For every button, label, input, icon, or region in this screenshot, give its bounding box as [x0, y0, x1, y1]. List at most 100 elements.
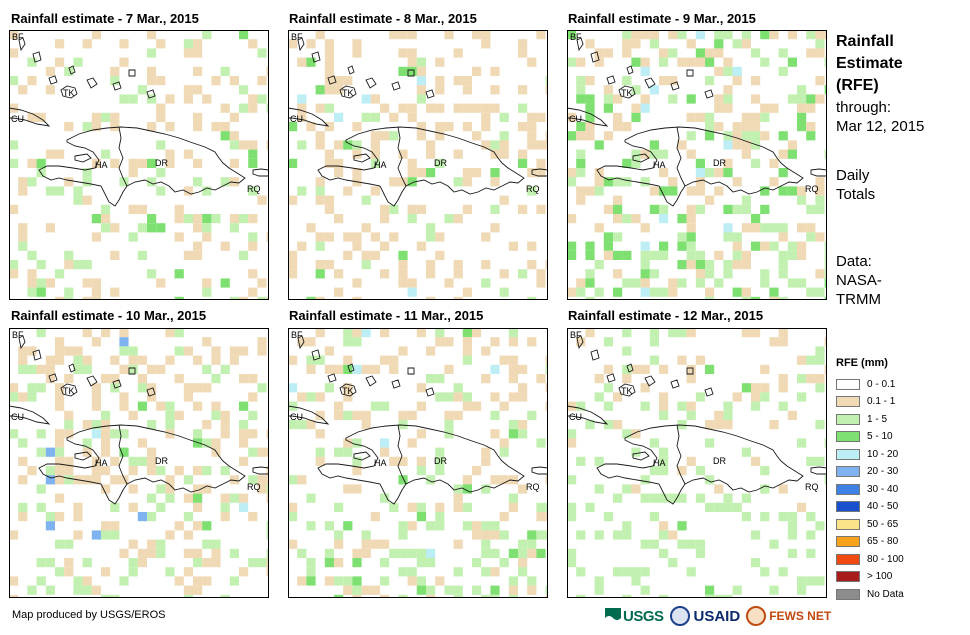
rainfall-cell: [806, 131, 816, 141]
rainfall-cell: [416, 204, 426, 214]
rainfall-cell: [361, 364, 371, 374]
rainfall-cell: [705, 438, 715, 448]
rainfall-cell: [527, 410, 537, 420]
rainfall-cell: [622, 278, 632, 288]
turks-caicos-outline: [618, 383, 636, 397]
rainfall-cell: [315, 456, 325, 466]
rainfall-cell: [334, 85, 344, 95]
place-label-tk: TK: [342, 386, 354, 396]
rainfall-cell: [147, 392, 157, 402]
rainfall-cell: [815, 420, 825, 430]
rainfall-cell: [714, 278, 724, 288]
rainfall-cell: [380, 131, 390, 141]
legend-label: 50 - 65: [867, 518, 899, 530]
bahamas-island-outline: [146, 89, 156, 99]
rainfall-cell: [686, 374, 696, 384]
rainfall-cell: [594, 392, 604, 402]
rainfall-cell: [334, 594, 344, 598]
rainfall-cell: [165, 355, 175, 365]
rainfall-cell: [297, 186, 307, 196]
rainfall-cell: [110, 475, 120, 485]
rainfall-cell: [695, 250, 705, 260]
rainfall-cell: [677, 420, 687, 430]
rainfall-cell: [567, 429, 577, 439]
rainfall-cell: [741, 223, 751, 233]
rainfall-cell: [119, 576, 129, 586]
map-panel-4: BF TK CU HA DR RQ: [9, 328, 269, 598]
rainfall-cell: [389, 131, 399, 141]
rainfall-cell: [732, 140, 742, 150]
rainfall-cell: [508, 475, 518, 485]
rainfall-cell: [370, 149, 380, 159]
rainfall-cell: [705, 48, 715, 58]
rainfall-cell: [257, 475, 267, 485]
rainfall-cell: [193, 112, 203, 122]
rainfall-cell: [462, 122, 472, 132]
rainfall-cell: [631, 447, 641, 457]
rainfall-cell: [622, 567, 632, 577]
rainfall-cell: [193, 214, 203, 224]
rainfall-cell: [416, 576, 426, 586]
rainfall-cell: [101, 567, 111, 577]
rainfall-cell: [334, 269, 344, 279]
rainfall-cell: [787, 410, 797, 420]
rainfall-cell: [640, 383, 650, 393]
rainfall-cell: [110, 502, 120, 512]
totals-line-1: Daily: [836, 167, 870, 184]
rainfall-cell: [435, 576, 445, 586]
rainfall-cell: [352, 140, 362, 150]
rainfall-cell: [527, 296, 537, 300]
credit-text: Map produced by USGS/EROS: [12, 609, 166, 621]
rainfall-cell: [352, 39, 362, 49]
rainfall-cell: [110, 287, 120, 297]
rainfall-cell: [248, 149, 258, 159]
rainfall-cell: [576, 57, 586, 67]
rainfall-cell: [165, 530, 175, 540]
rainfall-cell: [462, 337, 472, 347]
rainfall-cell: [787, 278, 797, 288]
rainfall-cell: [306, 521, 316, 531]
rainfall-cell: [481, 103, 491, 113]
rainfall-cell: [165, 328, 175, 338]
rainfall-cell: [64, 475, 74, 485]
rainfall-cell: [686, 131, 696, 141]
rainfall-cell: [444, 364, 454, 374]
rainfall-cell: [398, 66, 408, 76]
rainfall-cell: [576, 195, 586, 205]
rainfall-cell: [815, 383, 825, 393]
rainfall-cell: [567, 558, 577, 568]
panel-title-4: Rainfall estimate - 10 Mar., 2015: [11, 308, 207, 323]
rainfall-cell: [499, 438, 509, 448]
rainfall-cell: [760, 241, 770, 251]
rainfall-cell: [490, 594, 500, 598]
rainfall-cell: [686, 204, 696, 214]
rainfall-cell: [64, 66, 74, 76]
place-label-rq: RQ: [526, 184, 540, 194]
rainfall-cell: [659, 168, 669, 178]
rainfall-cell: [518, 539, 528, 549]
bahamas-island-outline: [576, 37, 584, 52]
rainfall-cell: [128, 168, 138, 178]
rainfall-cell: [640, 278, 650, 288]
rainfall-cell: [732, 585, 742, 595]
rainfall-cell: [18, 475, 28, 485]
rainfall-cell: [732, 66, 742, 76]
rainfall-cell: [101, 328, 111, 338]
rainfall-cell: [576, 94, 586, 104]
cuba-outline: [9, 405, 51, 425]
rainfall-cell: [27, 112, 37, 122]
rainfall-cell: [288, 269, 298, 279]
rainfall-cell: [576, 168, 586, 178]
rainfall-cell: [472, 131, 482, 141]
rainfall-cell: [248, 103, 258, 113]
rainfall-cell: [183, 48, 193, 58]
rainfall-cell: [518, 48, 528, 58]
rainfall-cell: [806, 548, 816, 558]
data-source-line-2: NASA-: [836, 272, 882, 289]
rainfall-cell: [545, 76, 548, 86]
rainfall-cell: [306, 558, 316, 568]
rainfall-cell: [797, 502, 807, 512]
rainfall-cell: [585, 39, 595, 49]
rainfall-cell: [380, 558, 390, 568]
